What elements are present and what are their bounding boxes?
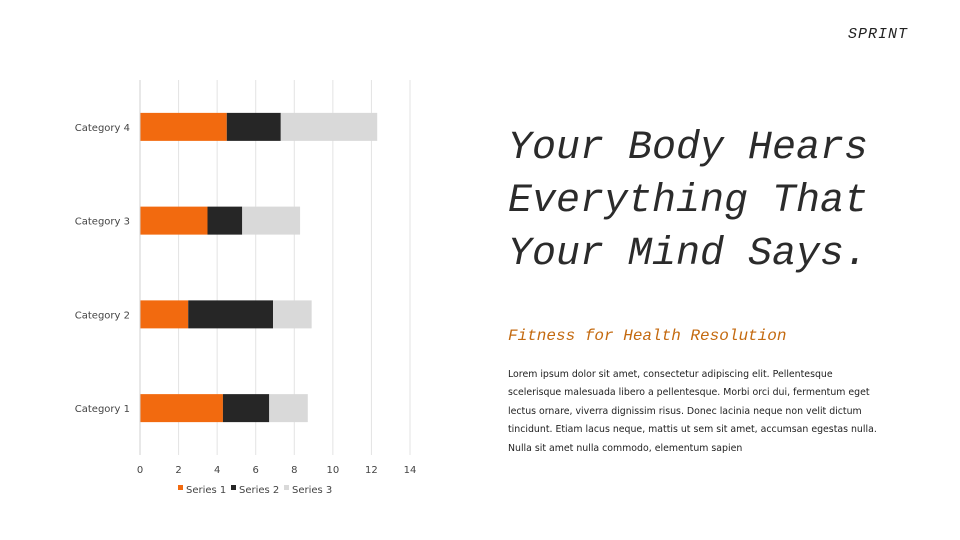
bar-segment (273, 300, 312, 329)
x-tick-label: 8 (291, 465, 297, 476)
subheading: Fitness for Health Resolution (508, 327, 787, 345)
x-tick-label: 12 (365, 465, 378, 476)
legend-swatch (231, 485, 236, 490)
bar-segment (207, 206, 243, 235)
x-tick-label: 4 (214, 465, 220, 476)
bar-segment (140, 300, 189, 329)
bar-segment (140, 394, 223, 423)
x-tick-label: 6 (253, 465, 259, 476)
legend-label: Series 1 (186, 485, 226, 496)
legend: Series 1 Series 2 Series 3 (178, 485, 332, 496)
category-label: Category 2 (75, 310, 130, 321)
body-paragraph: Lorem ipsum dolor sit amet, consectetur … (508, 369, 877, 454)
category-label: Category 3 (75, 217, 130, 228)
bar-segment (140, 112, 227, 141)
grid-lines (139, 80, 411, 455)
headline: Your Body Hears Everything That Your Min… (508, 126, 869, 277)
legend-label: Series 2 (239, 485, 279, 496)
x-axis-ticks: 0 2 4 6 8 10 12 14 (137, 465, 417, 476)
bars (140, 112, 378, 423)
category-label: Category 4 (75, 123, 130, 134)
brand-label: SPRINT (847, 26, 908, 43)
bar-segment (188, 300, 274, 329)
bar-segment (242, 206, 301, 235)
bar-segment (280, 112, 378, 141)
x-tick-label: 2 (175, 465, 181, 476)
legend-swatch (284, 485, 289, 490)
bar-segment (269, 394, 308, 423)
category-axis: Category 1 Category 2 Category 3 Category 4 (75, 80, 141, 455)
bar-segment (226, 112, 281, 141)
legend-swatch (178, 485, 183, 490)
legend-label: Series 3 (292, 485, 332, 496)
category-label: Category 1 (75, 404, 130, 415)
bar-segment (140, 206, 208, 235)
bar-segment (222, 394, 270, 423)
x-tick-label: 0 (137, 465, 143, 476)
x-tick-label: 14 (404, 465, 417, 476)
x-tick-label: 10 (326, 465, 339, 476)
